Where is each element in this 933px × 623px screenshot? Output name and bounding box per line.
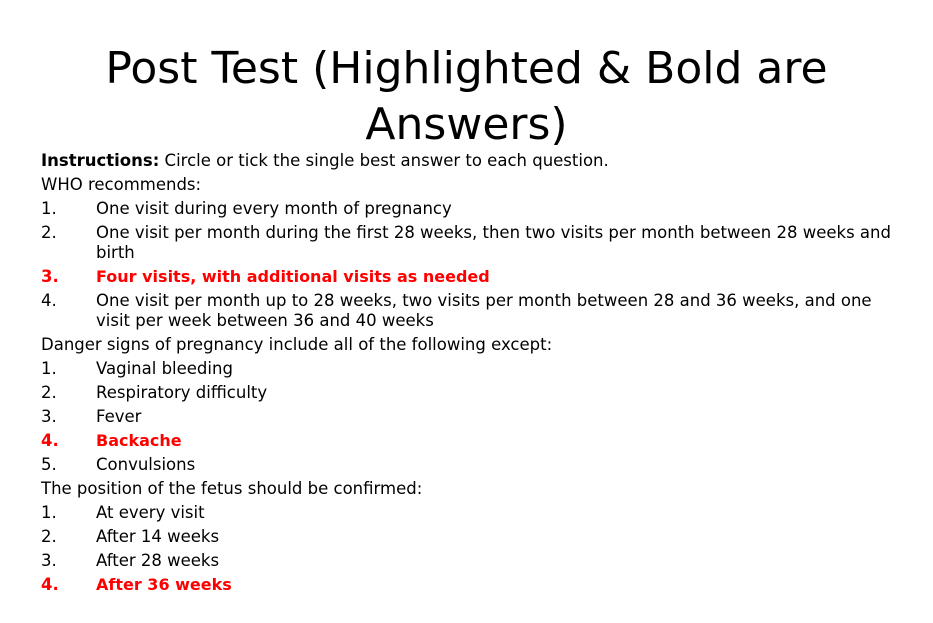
option-number: 3. [41,407,57,426]
test-content: Instructions: Circle or tick the single … [41,151,901,599]
option-number: 3. [41,267,59,286]
option-text: Vaginal bleeding [96,359,233,378]
option-text: After 28 weeks [96,551,220,570]
option-number: 5. [41,455,57,474]
option-number: 4. [41,431,59,450]
option-text: Four visits, with additional visits as n… [96,267,490,286]
option-number: 3. [41,551,57,570]
q2-option-1: 1. Vaginal bleeding [41,359,901,383]
option-text: One visit per month up to 28 weeks, two … [96,291,872,330]
option-text: One visit per month during the first 28 … [96,223,891,262]
question-3-prompt: The position of the fetus should be conf… [41,479,423,498]
instructions-label: Instructions: [41,151,160,170]
q3-option-4-answer: 4. After 36 weeks [41,575,901,599]
q1-option-3-answer: 3. Four visits, with additional visits a… [41,267,901,291]
q3-option-2: 2. After 14 weeks [41,527,901,551]
q2-option-5: 5. Convulsions [41,455,901,479]
q1-option-1: 1. One visit during every month of pregn… [41,199,901,223]
title-line-2: Answers) [365,99,568,151]
slide-title: Post Test (Highlighted & Bold are Answer… [0,41,933,153]
option-text: Convulsions [96,455,196,474]
option-number: 4. [41,575,59,594]
option-number: 2. [41,383,57,402]
option-text: After 36 weeks [96,575,232,594]
instructions: Instructions: Circle or tick the single … [41,151,901,175]
q2-option-4-answer: 4. Backache [41,431,901,455]
option-text: One visit during every month of pregnanc… [96,199,452,218]
option-text: Respiratory difficulty [96,383,268,402]
option-number: 2. [41,223,57,242]
option-number: 1. [41,359,57,378]
instructions-text: Circle or tick the single best answer to… [159,151,609,170]
option-number: 2. [41,527,57,546]
option-text: At every visit [96,503,205,522]
q1-option-2: 2. One visit per month during the first … [41,223,901,267]
q3-option-1: 1. At every visit [41,503,901,527]
option-number: 1. [41,503,57,522]
q2-option-3: 3. Fever [41,407,901,431]
question-2-prompt: Danger signs of pregnancy include all of… [41,335,553,354]
q1-option-4: 4. One visit per month up to 28 weeks, t… [41,291,901,335]
question-1-prompt: WHO recommends: [41,175,202,194]
option-text: After 14 weeks [96,527,220,546]
option-number: 4. [41,291,57,310]
title-line-1: Post Test (Highlighted & Bold are [105,43,828,95]
q2-option-2: 2. Respiratory difficulty [41,383,901,407]
option-number: 1. [41,199,57,218]
q3-option-3: 3. After 28 weeks [41,551,901,575]
option-text: Backache [96,431,182,450]
option-text: Fever [96,407,142,426]
